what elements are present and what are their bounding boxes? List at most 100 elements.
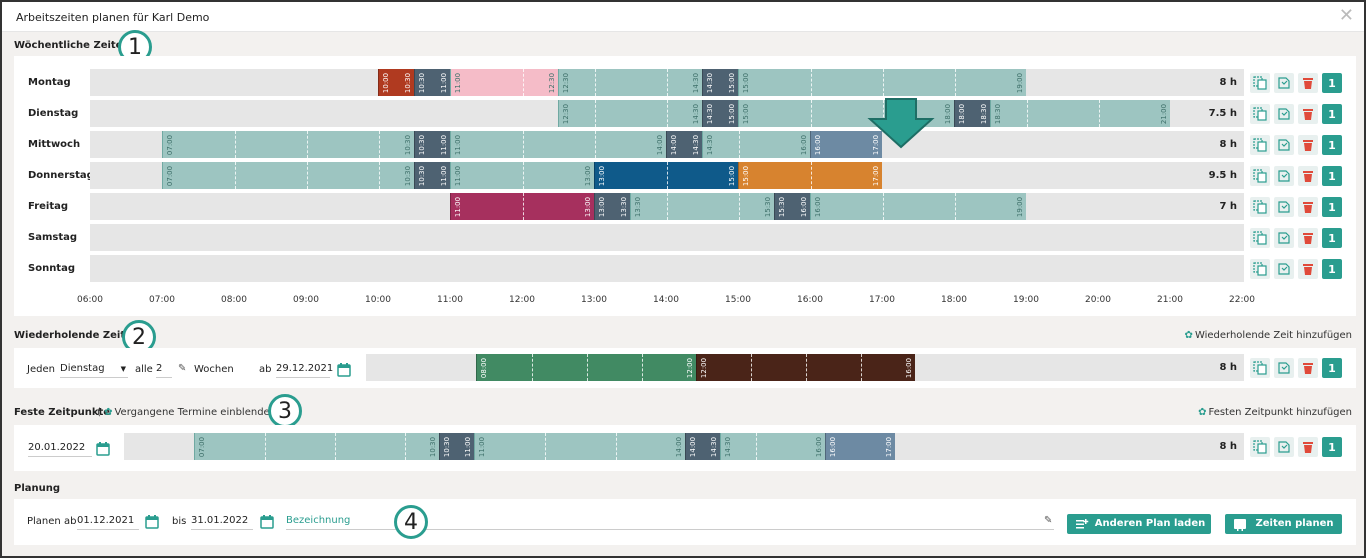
time-segment[interactable]: 10:30 11:00	[414, 69, 450, 96]
time-segment[interactable]: 12:30 14:30	[558, 100, 702, 127]
weekday-select[interactable]: Dienstag ▼	[60, 362, 128, 378]
timeline-track[interactable]: 07:00 10:30 10:30 11:00 11:00 14:00 14:00 14:30…	[124, 433, 1244, 460]
time-segment[interactable]: 11:00 13:00	[450, 162, 594, 189]
time-segment[interactable]: 18:30 21:00	[990, 100, 1170, 127]
plan-number-button[interactable]: 1	[1322, 228, 1342, 248]
plan-times-button[interactable]: Zeiten planen	[1225, 514, 1342, 534]
plan-number-button[interactable]: 1	[1322, 135, 1342, 155]
trash-icon[interactable]	[1298, 437, 1318, 457]
time-segment[interactable]: 16:00 17:00	[824, 433, 895, 460]
time-segment[interactable]: 14:00 14:30	[684, 433, 720, 460]
time-segment[interactable]: 16:00 19:00	[810, 193, 1026, 220]
time-segment[interactable]: 14:00 14:30	[666, 131, 702, 158]
close-icon[interactable]: ✕	[1338, 5, 1354, 26]
weekday-value: Dienstag	[60, 363, 105, 374]
time-segment[interactable]: 13:30 15:30	[630, 193, 774, 220]
pencil-icon[interactable]: ✎	[178, 363, 187, 374]
time-segment[interactable]: 10:00 10:30	[378, 69, 414, 96]
time-segment[interactable]: 18:00 18:30	[954, 100, 990, 127]
plan-number-button[interactable]: 1	[1322, 166, 1342, 186]
trash-icon[interactable]	[1298, 197, 1318, 217]
paste-icon[interactable]	[1274, 259, 1294, 279]
time-segment[interactable]: 12:00 16:00	[695, 354, 915, 381]
paste-icon[interactable]	[1274, 228, 1294, 248]
timeline-track[interactable]: 10:00 10:30 10:30 11:00 11:00 12:30 12:30 14:30…	[90, 69, 1244, 96]
trash-icon[interactable]	[1298, 166, 1318, 186]
time-segment[interactable]: 07:00 10:30	[194, 433, 440, 460]
segment-end-label: 18:30	[980, 103, 988, 124]
copy-icon[interactable]	[1250, 259, 1270, 279]
time-segment[interactable]: 14:30 16:00	[719, 433, 825, 460]
time-segment[interactable]: 15:00 19:00	[738, 69, 1026, 96]
calendar-icon[interactable]	[96, 442, 110, 456]
time-segment[interactable]: 07:00 10:30	[162, 131, 414, 158]
time-segment[interactable]: 10:30 11:00	[414, 131, 450, 158]
time-segment[interactable]: 11:00 13:00	[450, 193, 594, 220]
timeline-track[interactable]: 12:30 14:30 14:30 15:00 15:00 18:00 18:00 18:30…	[90, 100, 1244, 127]
plan-number-button[interactable]: 1	[1322, 73, 1342, 93]
paste-icon[interactable]	[1274, 135, 1294, 155]
time-segment[interactable]: 11:00 12:30	[450, 69, 558, 96]
paste-icon[interactable]	[1274, 197, 1294, 217]
time-segment[interactable]: 14:30 16:00	[702, 131, 810, 158]
time-segment[interactable]: 07:00 10:30	[162, 162, 414, 189]
paste-icon[interactable]	[1274, 166, 1294, 186]
timeline-track[interactable]: 11:00 13:00 13:00 13:30 13:30 15:30 15:30 16:00…	[90, 193, 1244, 220]
add-recurring-link[interactable]: ✿ Wiederholende Zeit hinzufügen	[1185, 330, 1352, 341]
add-fixed-link[interactable]: ✿ Festen Zeitpunkt hinzufügen	[1198, 407, 1352, 418]
paste-icon[interactable]	[1274, 73, 1294, 93]
copy-icon[interactable]	[1250, 166, 1270, 186]
paste-icon[interactable]	[1274, 104, 1294, 124]
load-plan-button[interactable]: Anderen Plan laden	[1067, 514, 1211, 534]
plan-name-input[interactable]: Bezeichnung	[286, 514, 1054, 530]
time-segment[interactable]: 11:00 14:00	[450, 131, 666, 158]
trash-icon[interactable]	[1298, 73, 1318, 93]
trash-icon[interactable]	[1298, 228, 1318, 248]
copy-icon[interactable]	[1250, 135, 1270, 155]
trash-icon[interactable]	[1298, 104, 1318, 124]
plan-number-button[interactable]: 1	[1322, 259, 1342, 279]
plan-from-date[interactable]: 01.12.2021	[77, 514, 139, 530]
time-segment[interactable]: 13:00 13:30	[594, 193, 630, 220]
calendar-icon[interactable]	[145, 515, 159, 529]
interval-input[interactable]: 2	[156, 362, 172, 378]
copy-icon[interactable]	[1250, 437, 1270, 457]
copy-icon[interactable]	[1250, 73, 1270, 93]
fixed-date-input[interactable]: 20.01.2022	[28, 441, 92, 457]
show-past-link[interactable]: ( ✿Vergangene Termine einblenden )	[97, 407, 283, 418]
timeline-track[interactable]	[90, 255, 1244, 282]
time-segment[interactable]: 14:30 15:00	[702, 69, 738, 96]
time-segment[interactable]: 08:00 12:00	[476, 354, 696, 381]
timeline-track[interactable]: 07:00 10:30 10:30 11:00 11:00 13:00 13:00 15:00…	[90, 162, 1244, 189]
recurring-from-date[interactable]: 29.12.2021	[276, 362, 333, 378]
paste-icon[interactable]	[1274, 437, 1294, 457]
time-segment[interactable]: 15:00 17:00	[738, 162, 882, 189]
trash-icon[interactable]	[1298, 259, 1318, 279]
timeline-track[interactable]: 07:00 10:30 10:30 11:00 11:00 14:00 14:00 14:30…	[90, 131, 1244, 158]
copy-icon[interactable]	[1250, 228, 1270, 248]
time-segment[interactable]: 11:00 14:00	[474, 433, 685, 460]
trash-icon[interactable]	[1298, 358, 1318, 378]
time-segment[interactable]: 16:00 17:00	[810, 131, 882, 158]
plan-number-button[interactable]: 1	[1322, 358, 1342, 378]
time-segment[interactable]: 15:30 16:00	[774, 193, 810, 220]
plan-number-button[interactable]: 1	[1322, 197, 1342, 217]
paste-icon[interactable]	[1274, 358, 1294, 378]
time-segment[interactable]: 13:00 15:00	[594, 162, 738, 189]
time-segment[interactable]: 10:30 11:00	[414, 162, 450, 189]
pencil-icon[interactable]: ✎	[1044, 515, 1053, 526]
time-segment[interactable]: 12:30 14:30	[558, 69, 702, 96]
plan-number-button[interactable]: 1	[1322, 437, 1342, 457]
copy-icon[interactable]	[1250, 197, 1270, 217]
timeline-track[interactable]: 08:00 12:00 12:00 16:00	[366, 354, 1244, 381]
copy-icon[interactable]	[1250, 104, 1270, 124]
copy-icon[interactable]	[1250, 358, 1270, 378]
time-segment[interactable]: 10:30 11:00	[439, 433, 475, 460]
trash-icon[interactable]	[1298, 135, 1318, 155]
plan-number-button[interactable]: 1	[1322, 104, 1342, 124]
time-segment[interactable]: 14:30 15:00	[702, 100, 738, 127]
timeline-track[interactable]	[90, 224, 1244, 251]
calendar-icon[interactable]	[260, 515, 274, 529]
plan-to-date[interactable]: 31.01.2022	[191, 514, 253, 530]
calendar-icon[interactable]	[337, 363, 351, 377]
